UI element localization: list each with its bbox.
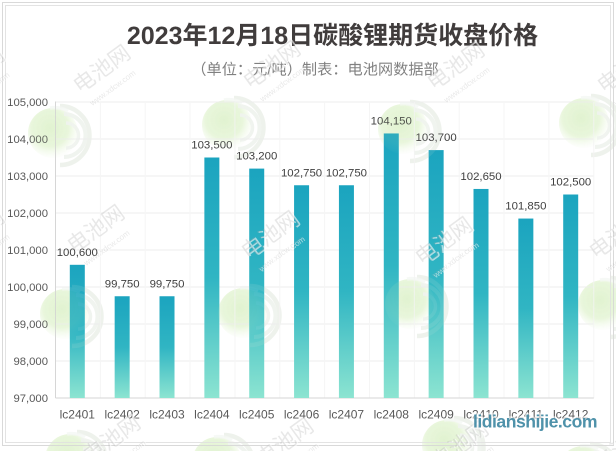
svg-text:99,000: 99,000 — [13, 319, 48, 331]
svg-text:lc2401: lc2401 — [60, 407, 96, 421]
svg-text:lc2407: lc2407 — [329, 407, 365, 421]
svg-text:98,000: 98,000 — [13, 356, 48, 368]
svg-text:101,000: 101,000 — [7, 245, 48, 257]
svg-text:102,750: 102,750 — [281, 167, 322, 179]
svg-text:102,500: 102,500 — [550, 177, 591, 189]
svg-text:99,750: 99,750 — [150, 278, 185, 290]
svg-text:lc2403: lc2403 — [149, 407, 185, 421]
svg-text:lc2408: lc2408 — [374, 407, 410, 421]
svg-text:102,000: 102,000 — [7, 208, 48, 220]
svg-text:101,850: 101,850 — [505, 201, 546, 213]
svg-text:lc2405: lc2405 — [239, 407, 275, 421]
svg-text:lc2412: lc2412 — [553, 407, 589, 421]
svg-text:97,000: 97,000 — [13, 393, 48, 405]
svg-text:lc2404: lc2404 — [194, 407, 230, 421]
svg-text:100,600: 100,600 — [57, 247, 98, 259]
svg-text:103,000: 103,000 — [7, 171, 48, 183]
svg-text:lidianshijie.com: lidianshijie.com — [473, 412, 597, 432]
svg-text:lc2402: lc2402 — [104, 407, 140, 421]
svg-text:100,000: 100,000 — [7, 282, 48, 294]
svg-text:102,750: 102,750 — [326, 167, 367, 179]
svg-text:lc2410: lc2410 — [463, 407, 499, 421]
svg-text:102,650: 102,650 — [460, 171, 501, 183]
svg-text:lc2406: lc2406 — [284, 407, 320, 421]
svg-text:lc2409: lc2409 — [418, 407, 454, 421]
svg-text:lidianshijie.com: lidianshijie.com — [473, 412, 597, 432]
svg-text:105,000: 105,000 — [7, 97, 48, 109]
svg-text:99,750: 99,750 — [105, 278, 140, 290]
svg-text:lc2411: lc2411 — [509, 407, 544, 421]
